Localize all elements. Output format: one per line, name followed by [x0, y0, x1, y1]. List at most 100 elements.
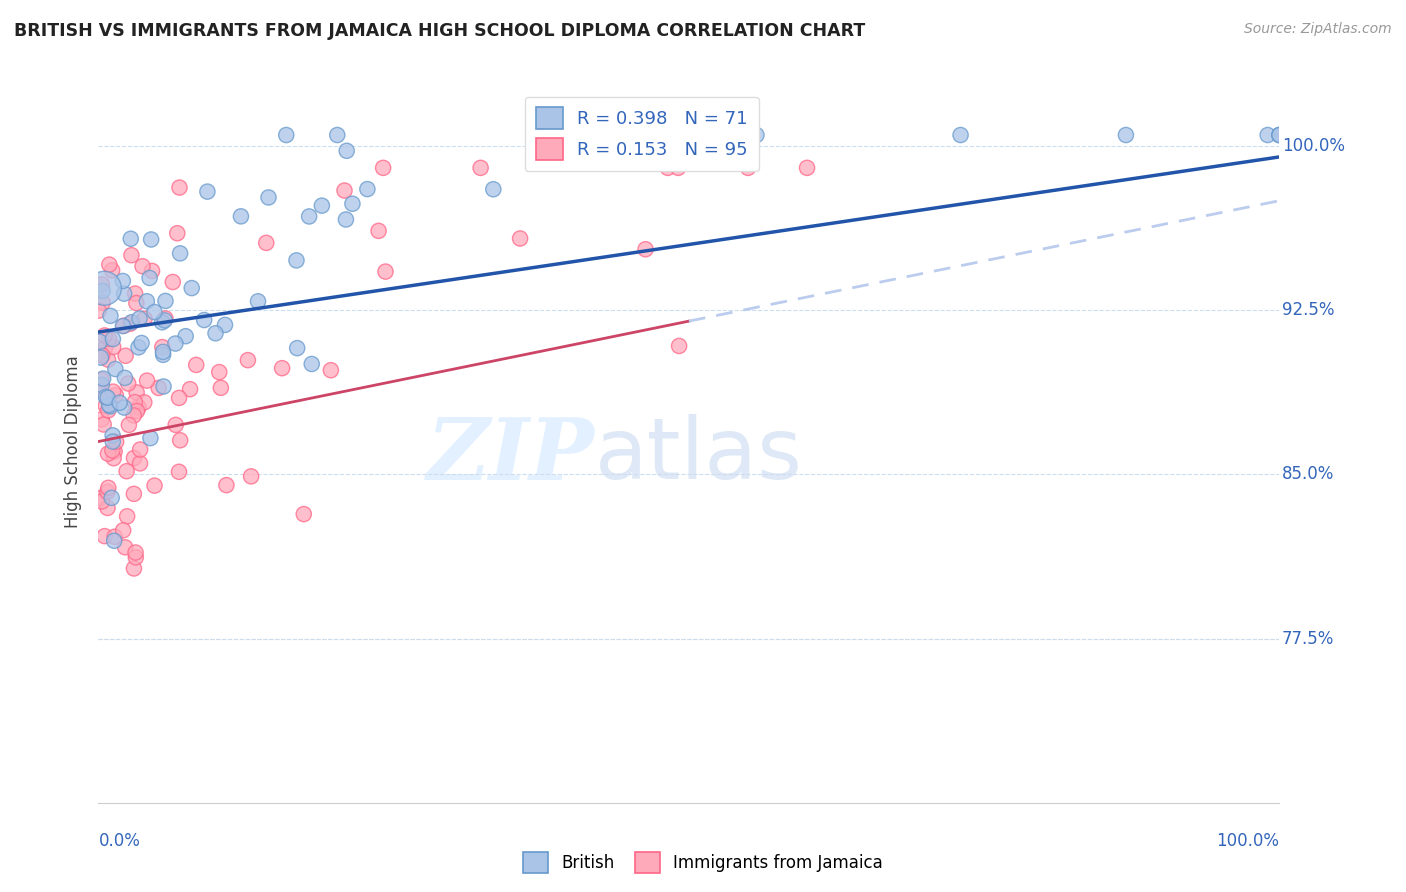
- Point: [90, 378, 112, 392]
- Point: [356, 182, 378, 196]
- Point: [117, 376, 139, 391]
- Point: [326, 128, 349, 142]
- Point: [114, 349, 136, 363]
- Point: [152, 345, 174, 359]
- Point: [134, 395, 156, 409]
- Point: [103, 340, 125, 354]
- Point: [121, 315, 143, 329]
- Point: [124, 545, 146, 559]
- Point: [90, 351, 112, 365]
- Point: [97, 403, 120, 417]
- Point: [125, 296, 148, 310]
- Point: [91, 348, 114, 362]
- Point: [90, 277, 112, 292]
- Y-axis label: High School Diploma: High School Diploma: [65, 355, 83, 528]
- Point: [371, 161, 394, 175]
- Point: [150, 340, 173, 354]
- Point: [169, 180, 191, 194]
- Point: [103, 451, 125, 466]
- Point: [134, 311, 156, 326]
- Point: [141, 264, 163, 278]
- Point: [87, 384, 110, 398]
- Point: [150, 315, 173, 329]
- Point: [94, 399, 117, 413]
- Point: [236, 353, 259, 368]
- Point: [292, 507, 315, 521]
- Point: [657, 161, 679, 175]
- Point: [301, 357, 323, 371]
- Point: [87, 346, 110, 360]
- Point: [155, 293, 177, 308]
- Point: [104, 530, 127, 544]
- Point: [139, 431, 162, 445]
- Point: [634, 242, 657, 256]
- Text: 92.5%: 92.5%: [1282, 301, 1334, 319]
- Point: [112, 286, 135, 301]
- Point: [165, 417, 187, 432]
- Point: [333, 184, 356, 198]
- Point: [129, 456, 152, 470]
- Point: [104, 388, 127, 402]
- Point: [124, 286, 146, 301]
- Point: [101, 263, 124, 277]
- Text: BRITISH VS IMMIGRANTS FROM JAMAICA HIGH SCHOOL DIPLOMA CORRELATION CHART: BRITISH VS IMMIGRANTS FROM JAMAICA HIGH …: [14, 22, 865, 40]
- Point: [87, 303, 110, 318]
- Point: [94, 390, 117, 404]
- Point: [101, 443, 124, 458]
- Point: [94, 341, 117, 355]
- Point: [114, 541, 136, 555]
- Point: [124, 395, 146, 409]
- Point: [91, 295, 114, 310]
- Point: [179, 382, 201, 396]
- Point: [96, 500, 118, 515]
- Text: Source: ZipAtlas.com: Source: ZipAtlas.com: [1244, 22, 1392, 37]
- Point: [128, 401, 150, 415]
- Point: [138, 271, 160, 285]
- Point: [666, 161, 689, 175]
- Point: [276, 128, 298, 142]
- Point: [115, 464, 138, 478]
- Point: [96, 484, 118, 499]
- Point: [101, 384, 124, 399]
- Point: [90, 373, 112, 387]
- Point: [120, 232, 142, 246]
- Point: [1268, 128, 1291, 142]
- Point: [129, 442, 152, 457]
- Point: [93, 328, 115, 343]
- Point: [745, 128, 768, 142]
- Point: [1115, 128, 1137, 142]
- Point: [93, 529, 115, 543]
- Point: [100, 400, 122, 414]
- Point: [111, 274, 134, 288]
- Point: [101, 434, 124, 449]
- Point: [120, 317, 142, 331]
- Legend: British, Immigrants from Jamaica: British, Immigrants from Jamaica: [516, 846, 890, 880]
- Point: [174, 329, 197, 343]
- Point: [91, 284, 114, 298]
- Text: 100.0%: 100.0%: [1282, 137, 1344, 155]
- Point: [104, 362, 127, 376]
- Point: [97, 352, 120, 367]
- Point: [131, 336, 153, 351]
- Point: [229, 210, 252, 224]
- Point: [737, 161, 759, 175]
- Point: [101, 332, 124, 346]
- Text: ZIP: ZIP: [426, 414, 595, 498]
- Point: [155, 311, 177, 326]
- Point: [470, 161, 492, 175]
- Point: [152, 379, 174, 393]
- Point: [165, 336, 187, 351]
- Point: [311, 199, 333, 213]
- Point: [100, 491, 122, 505]
- Point: [336, 144, 359, 158]
- Point: [482, 182, 505, 196]
- Point: [100, 309, 122, 323]
- Text: 77.5%: 77.5%: [1282, 630, 1334, 648]
- Point: [193, 313, 215, 327]
- Point: [139, 232, 162, 246]
- Point: [1268, 128, 1291, 142]
- Point: [125, 404, 148, 418]
- Point: [254, 235, 277, 250]
- Point: [581, 128, 603, 142]
- Text: 0.0%: 0.0%: [98, 831, 141, 850]
